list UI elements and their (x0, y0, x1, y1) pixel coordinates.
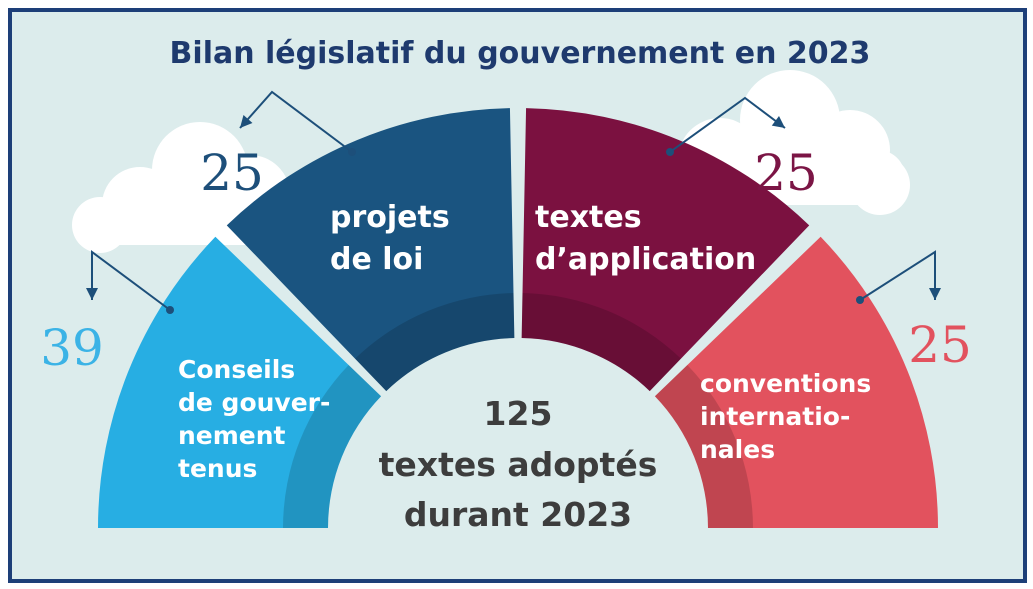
segment-3 (654, 236, 938, 528)
center-text: 125 textes adoptés durant 2023 (379, 394, 658, 534)
arrow-line-2 (669, 96, 786, 153)
segment-label-2-line-0: textes (535, 200, 642, 235)
arrow-head-1 (240, 115, 253, 128)
cloud-left (72, 122, 290, 253)
arrow-head-0 (86, 288, 98, 300)
arrow-dot-3 (856, 296, 864, 304)
segment-labels-group: Conseils de gouver-nement tenus projets de l… (178, 200, 871, 483)
arrow-dot-2 (666, 148, 674, 156)
total-value: 125 (484, 394, 553, 433)
value-1: 25 (200, 144, 264, 202)
segment-shade-2 (521, 293, 681, 392)
segment-label-0-line-0: Conseils (178, 355, 295, 384)
arrow-line-1 (239, 90, 353, 153)
segment-label-3-line-1: internatio- (700, 402, 850, 431)
segment-2 (521, 108, 810, 392)
numbers-group: 39 25 25 25 (40, 144, 972, 377)
segment-label-2-line-1: d’application (535, 242, 756, 277)
arrow-dot-1 (348, 148, 356, 156)
segment-shade-3 (654, 365, 753, 528)
segment-shade-1 (355, 293, 515, 392)
segment-1 (226, 108, 515, 392)
arrow-head-2 (771, 116, 785, 128)
total-line-1: textes adoptés (379, 445, 658, 484)
segment-label-0-line-1: de gouver- (178, 388, 330, 417)
value-3: 25 (908, 316, 972, 374)
segment-label-3-line-2: nales (700, 435, 775, 464)
segment-label-1-line-0: projets (330, 200, 450, 235)
segment-label-0-line-3: tenus (178, 454, 257, 483)
segment-shade-0 (283, 365, 382, 528)
total-line-2: durant 2023 (404, 495, 632, 534)
value-2: 25 (754, 144, 818, 202)
arrows-group (86, 90, 941, 314)
segment-label-0-line-2: nement (178, 421, 286, 450)
arrow-line-3 (859, 250, 936, 301)
arrow-head-3 (929, 288, 941, 300)
chart-title: Bilan législatif du gouvernement en 2023 (170, 36, 871, 71)
value-0: 39 (40, 319, 104, 377)
arrow-line-0 (91, 250, 171, 311)
segment-label-1-line-1: de loi (330, 242, 423, 277)
segment-label-3-line-0: conventions (700, 369, 871, 398)
arrow-dot-0 (166, 306, 174, 314)
